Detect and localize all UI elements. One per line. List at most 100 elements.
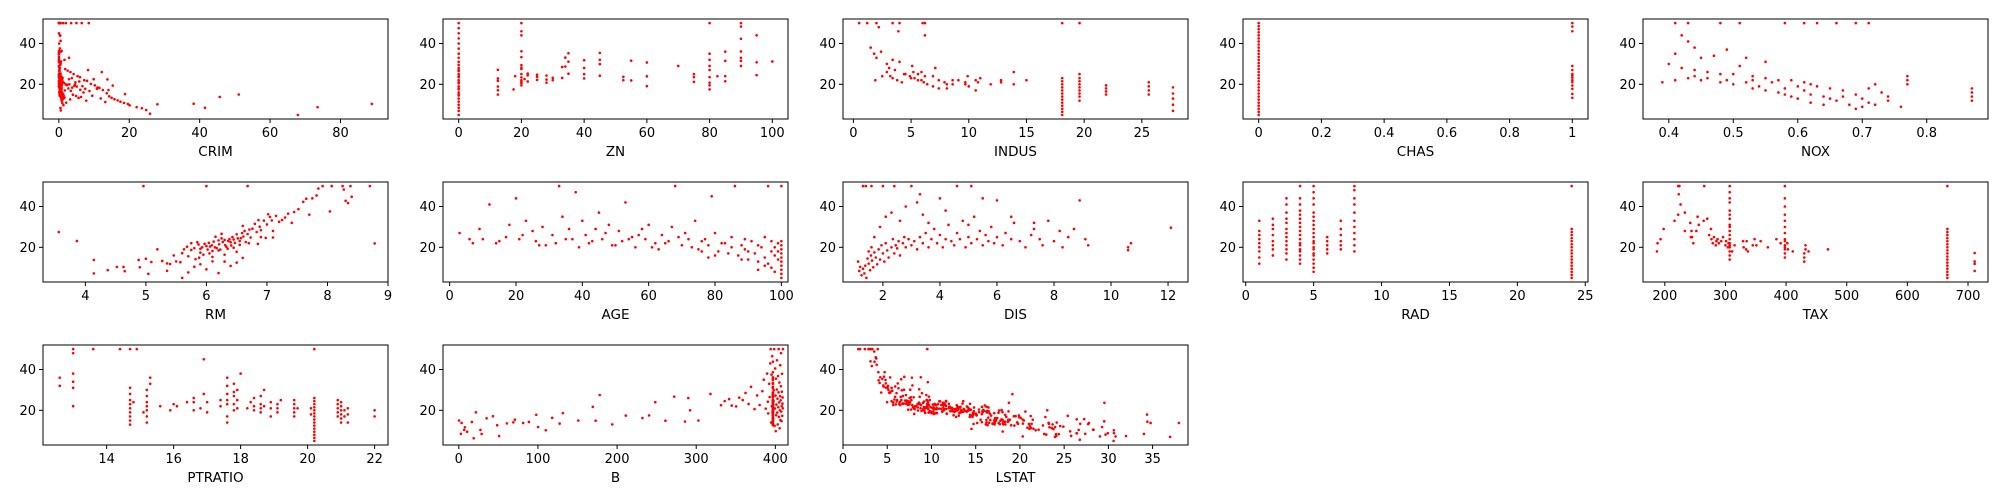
data-point: [771, 60, 774, 63]
data-point: [1809, 93, 1812, 96]
data-point: [88, 89, 91, 93]
data-point: [264, 236, 268, 240]
data-point: [1082, 417, 1086, 421]
data-point: [66, 69, 69, 72]
data-point: [955, 184, 959, 188]
data-point: [1779, 241, 1782, 245]
x-tick-label: 0: [455, 452, 463, 467]
scatter-points: [57, 184, 376, 280]
data-point: [951, 407, 954, 411]
x-tick-label: 30: [1100, 452, 1117, 467]
data-point: [1298, 217, 1302, 221]
x-tick-label: 20: [299, 452, 316, 467]
data-point: [1659, 237, 1662, 241]
data-point: [457, 106, 460, 110]
data-point: [587, 241, 591, 245]
data-point: [893, 385, 897, 388]
data-point: [887, 66, 891, 70]
data-point: [1257, 83, 1260, 86]
data-point: [863, 272, 866, 275]
data-point: [927, 246, 930, 249]
data-point: [58, 82, 62, 85]
x-tick-label: 25: [1577, 289, 1594, 304]
data-point: [1661, 80, 1664, 84]
x-tick-label: 0: [1255, 126, 1263, 141]
data-point: [259, 406, 263, 410]
data-point: [58, 376, 62, 379]
data-point: [1325, 235, 1329, 239]
data-point: [313, 424, 316, 427]
data-point: [1571, 87, 1574, 91]
data-point: [90, 94, 94, 98]
data-point: [1257, 101, 1260, 104]
data-point: [981, 197, 985, 200]
data-point: [900, 389, 904, 392]
data-point: [1078, 21, 1081, 25]
data-point: [992, 411, 996, 415]
data-point: [1169, 226, 1173, 230]
data-point: [1744, 80, 1748, 84]
data-point: [217, 249, 220, 252]
data-point: [1802, 89, 1806, 92]
data-point: [1285, 197, 1288, 200]
data-point: [1258, 237, 1261, 241]
data-point: [85, 79, 89, 83]
data-point: [878, 258, 882, 261]
data-point: [879, 391, 883, 394]
data-point: [257, 218, 260, 222]
x-tick-label: 500: [1834, 289, 1859, 304]
data-point: [884, 378, 887, 382]
data-point: [1012, 83, 1016, 86]
data-point: [1004, 231, 1007, 235]
data-point: [172, 254, 176, 257]
x-tick-label: 20: [508, 289, 525, 304]
data-point: [480, 432, 483, 436]
data-point: [1312, 254, 1315, 257]
data-point: [128, 402, 132, 406]
data-point: [1570, 252, 1573, 255]
data-point: [739, 50, 743, 53]
data-point: [598, 393, 601, 397]
data-point: [1946, 264, 1949, 267]
data-point: [76, 74, 79, 78]
data-point: [985, 421, 988, 424]
data-point: [929, 405, 932, 409]
data-point: [861, 184, 865, 188]
data-point: [1804, 243, 1807, 247]
x-axis-label: AGE: [602, 307, 630, 323]
data-point: [739, 37, 743, 41]
data-point: [232, 390, 236, 394]
data-point: [232, 402, 236, 406]
data-point: [241, 224, 245, 228]
data-point: [1258, 246, 1261, 249]
data-point: [1029, 426, 1033, 430]
data-point: [1060, 86, 1064, 89]
data-point: [743, 248, 747, 251]
data-point: [938, 197, 942, 200]
data-point: [883, 260, 886, 263]
data-point: [1285, 258, 1288, 261]
data-point: [894, 243, 898, 247]
data-point: [1257, 76, 1260, 80]
data-point: [1860, 97, 1864, 100]
data-point: [1078, 72, 1081, 76]
data-point: [180, 276, 184, 280]
data-point: [913, 407, 916, 411]
data-point: [777, 347, 780, 351]
data-point: [550, 416, 554, 420]
data-point: [101, 88, 105, 92]
data-point: [313, 412, 316, 415]
x-tick-label: 0.4: [1374, 126, 1395, 141]
data-point: [1042, 432, 1046, 436]
data-point: [988, 412, 992, 415]
data-point: [1325, 239, 1329, 243]
data-point: [920, 70, 923, 74]
data-point: [739, 56, 743, 60]
data-point: [747, 402, 750, 406]
data-point: [773, 407, 777, 410]
data-point: [313, 396, 316, 400]
data-point: [1783, 87, 1787, 90]
data-point: [1298, 221, 1302, 225]
data-point: [156, 248, 159, 251]
